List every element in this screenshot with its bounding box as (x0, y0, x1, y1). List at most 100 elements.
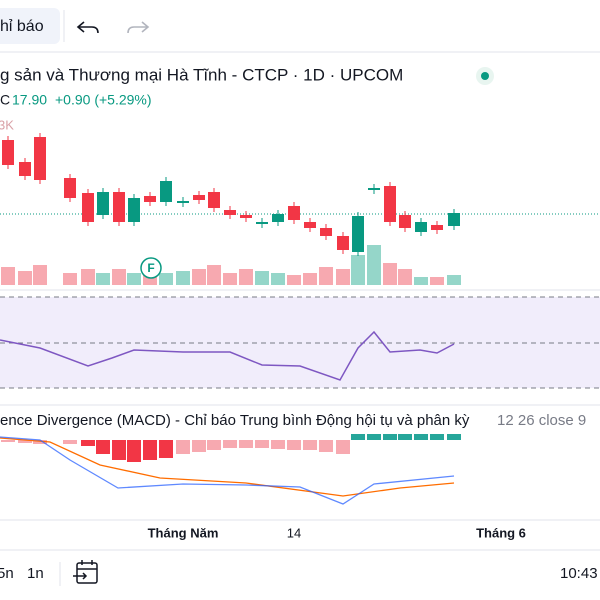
volume-bar (176, 271, 190, 285)
candle-body (160, 181, 172, 202)
volume-bar (223, 273, 237, 285)
candle-body (144, 196, 156, 202)
volume-bar (63, 273, 77, 285)
macd-line (0, 436, 455, 505)
histogram-bar (1, 440, 15, 442)
histogram-bar (112, 440, 126, 460)
histogram-bar (81, 440, 95, 446)
candles (2, 133, 460, 256)
candle-body (128, 198, 140, 222)
histogram-bar (367, 434, 381, 440)
range-button[interactable]: 5n (0, 565, 14, 582)
volume-bar (303, 273, 317, 285)
histogram-bar (96, 440, 110, 454)
histogram-bar (63, 440, 77, 444)
candle-body (431, 225, 443, 230)
candle-body (415, 222, 427, 232)
clock: 10:43 (560, 565, 598, 582)
change-value: +0.90 (+5.29%) (55, 92, 152, 108)
histogram-bar (159, 440, 173, 458)
histogram-bar (414, 434, 428, 440)
candle-body (97, 192, 109, 215)
volume-bar (398, 269, 412, 285)
volume-bar (127, 273, 141, 285)
volume-bar (447, 275, 461, 285)
candle-body (64, 178, 76, 198)
redo-icon[interactable] (127, 21, 150, 34)
indicators-button[interactable] (0, 8, 60, 44)
event-marker-label: F (147, 261, 154, 275)
macd-title: ence Divergence (MACD) - Chỉ báo Trung b… (0, 412, 470, 429)
volume-bar (207, 265, 221, 285)
signal-line (0, 437, 455, 497)
candle-body (399, 215, 411, 228)
volume-bar (287, 275, 301, 285)
histogram-bar (287, 440, 301, 450)
candle-body (337, 236, 349, 250)
histogram-bar (351, 434, 365, 440)
volume-label: 3K (0, 117, 14, 132)
candle-body (19, 162, 31, 176)
candle-body (240, 215, 252, 218)
market-status (481, 72, 489, 80)
histogram-bar (143, 440, 157, 460)
candle-body (2, 140, 14, 165)
x-axis-label: Tháng 6 (476, 525, 526, 540)
candle-body (352, 216, 364, 252)
candle-body (368, 188, 380, 190)
volume-bar (159, 273, 173, 285)
candle-body (208, 192, 220, 208)
volume-bars (1, 245, 461, 285)
volume-bar (271, 273, 285, 285)
histogram-bar (176, 440, 190, 454)
volume-bar (255, 271, 269, 285)
candle-body (82, 193, 94, 222)
toolbar (0, 0, 600, 50)
volume-bar (430, 277, 444, 285)
histogram-bar (319, 440, 333, 452)
histogram-bar (192, 440, 206, 452)
histogram-bar (33, 440, 47, 444)
symbol-title: g sản và Thương mại Hà Tĩnh - CTCP · 1D … (0, 65, 403, 84)
histogram-bar (255, 440, 269, 448)
indicators-label: hỉ báo (0, 18, 44, 35)
undo-icon[interactable] (76, 21, 99, 34)
candle-body (320, 228, 332, 236)
volume-bar (336, 269, 350, 285)
histogram-bar (336, 440, 350, 454)
event-marker[interactable] (140, 257, 162, 279)
candle-body (304, 222, 316, 228)
close-label: C (0, 92, 10, 108)
candle-body (224, 210, 236, 215)
histogram-bar (271, 440, 285, 449)
volume-bar (112, 269, 126, 285)
range-button[interactable]: 1n (27, 565, 44, 582)
volume-bar (192, 269, 206, 285)
histogram-bar (127, 440, 141, 462)
histogram-bar (447, 434, 461, 440)
candle-body (288, 206, 300, 220)
candle-body (177, 201, 189, 203)
candle-body (384, 186, 396, 222)
candle-body (272, 214, 284, 222)
volume-bar (383, 263, 397, 285)
volume-bar (1, 267, 15, 285)
histogram-bar (18, 440, 32, 443)
histogram-bar (223, 440, 237, 448)
volume-bar (18, 271, 32, 285)
volume-bar (33, 265, 47, 285)
macd-histogram (1, 434, 461, 462)
volume-bar (319, 267, 333, 285)
rsi-line (0, 330, 455, 381)
x-axis-label: Tháng Năm (148, 525, 219, 540)
candle-body (34, 137, 46, 180)
volume-bar (367, 245, 381, 285)
histogram-bar (398, 434, 412, 440)
histogram-bar (207, 440, 221, 450)
volume-bar (414, 277, 428, 285)
candle-body (448, 213, 460, 226)
goto-date-icon[interactable] (73, 560, 98, 584)
x-axis-label: 14 (287, 525, 301, 540)
volume-bar (351, 255, 365, 285)
